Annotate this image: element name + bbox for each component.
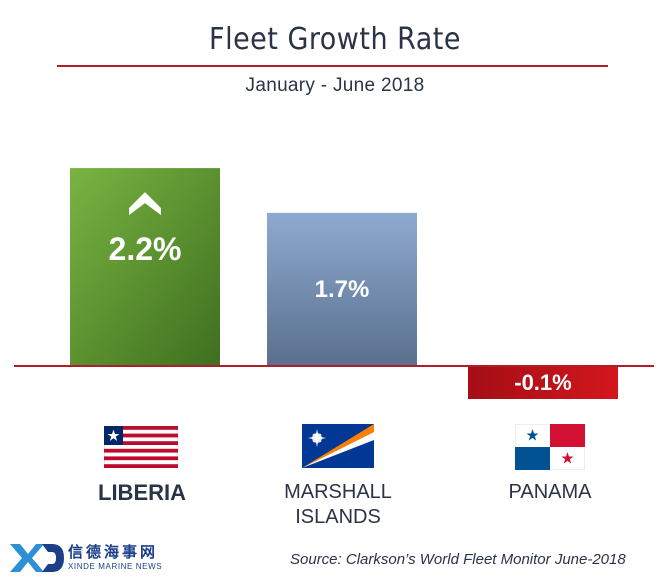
xd-logo-icon bbox=[10, 544, 64, 572]
country-label-marshall-islands: MARSHALL ISLANDS bbox=[284, 481, 392, 528]
bar-marshall-islands bbox=[267, 212, 417, 365]
bar-value-label-panama: -0.1% bbox=[514, 370, 571, 395]
chart-title: Fleet Growth Rate bbox=[209, 22, 461, 57]
source-note: Source: Clarkson’s World Fleet Monitor J… bbox=[290, 551, 626, 568]
country-label-panama: PANAMA bbox=[508, 481, 592, 503]
chevron-up-icon bbox=[129, 192, 161, 216]
panama-flag bbox=[515, 424, 585, 470]
bar-chart: 2.2% 1.7% -0.1% bbox=[14, 168, 654, 399]
bar-value-label-marshall-islands: 1.7% bbox=[315, 276, 370, 303]
bar-panama bbox=[468, 366, 618, 399]
zero-baseline bbox=[14, 365, 654, 367]
chart-subtitle: January - June 2018 bbox=[245, 75, 425, 96]
country-label-liberia: LIBERIA bbox=[98, 480, 186, 505]
bar-value-label-liberia: 2.2% bbox=[109, 231, 182, 267]
liberia-flag bbox=[104, 426, 178, 468]
title-divider bbox=[57, 65, 608, 67]
xinde-marine-news-logo: 信德海事网 XINDE MARINE NEWS bbox=[8, 539, 188, 579]
marshall-islands-flag bbox=[302, 424, 374, 468]
